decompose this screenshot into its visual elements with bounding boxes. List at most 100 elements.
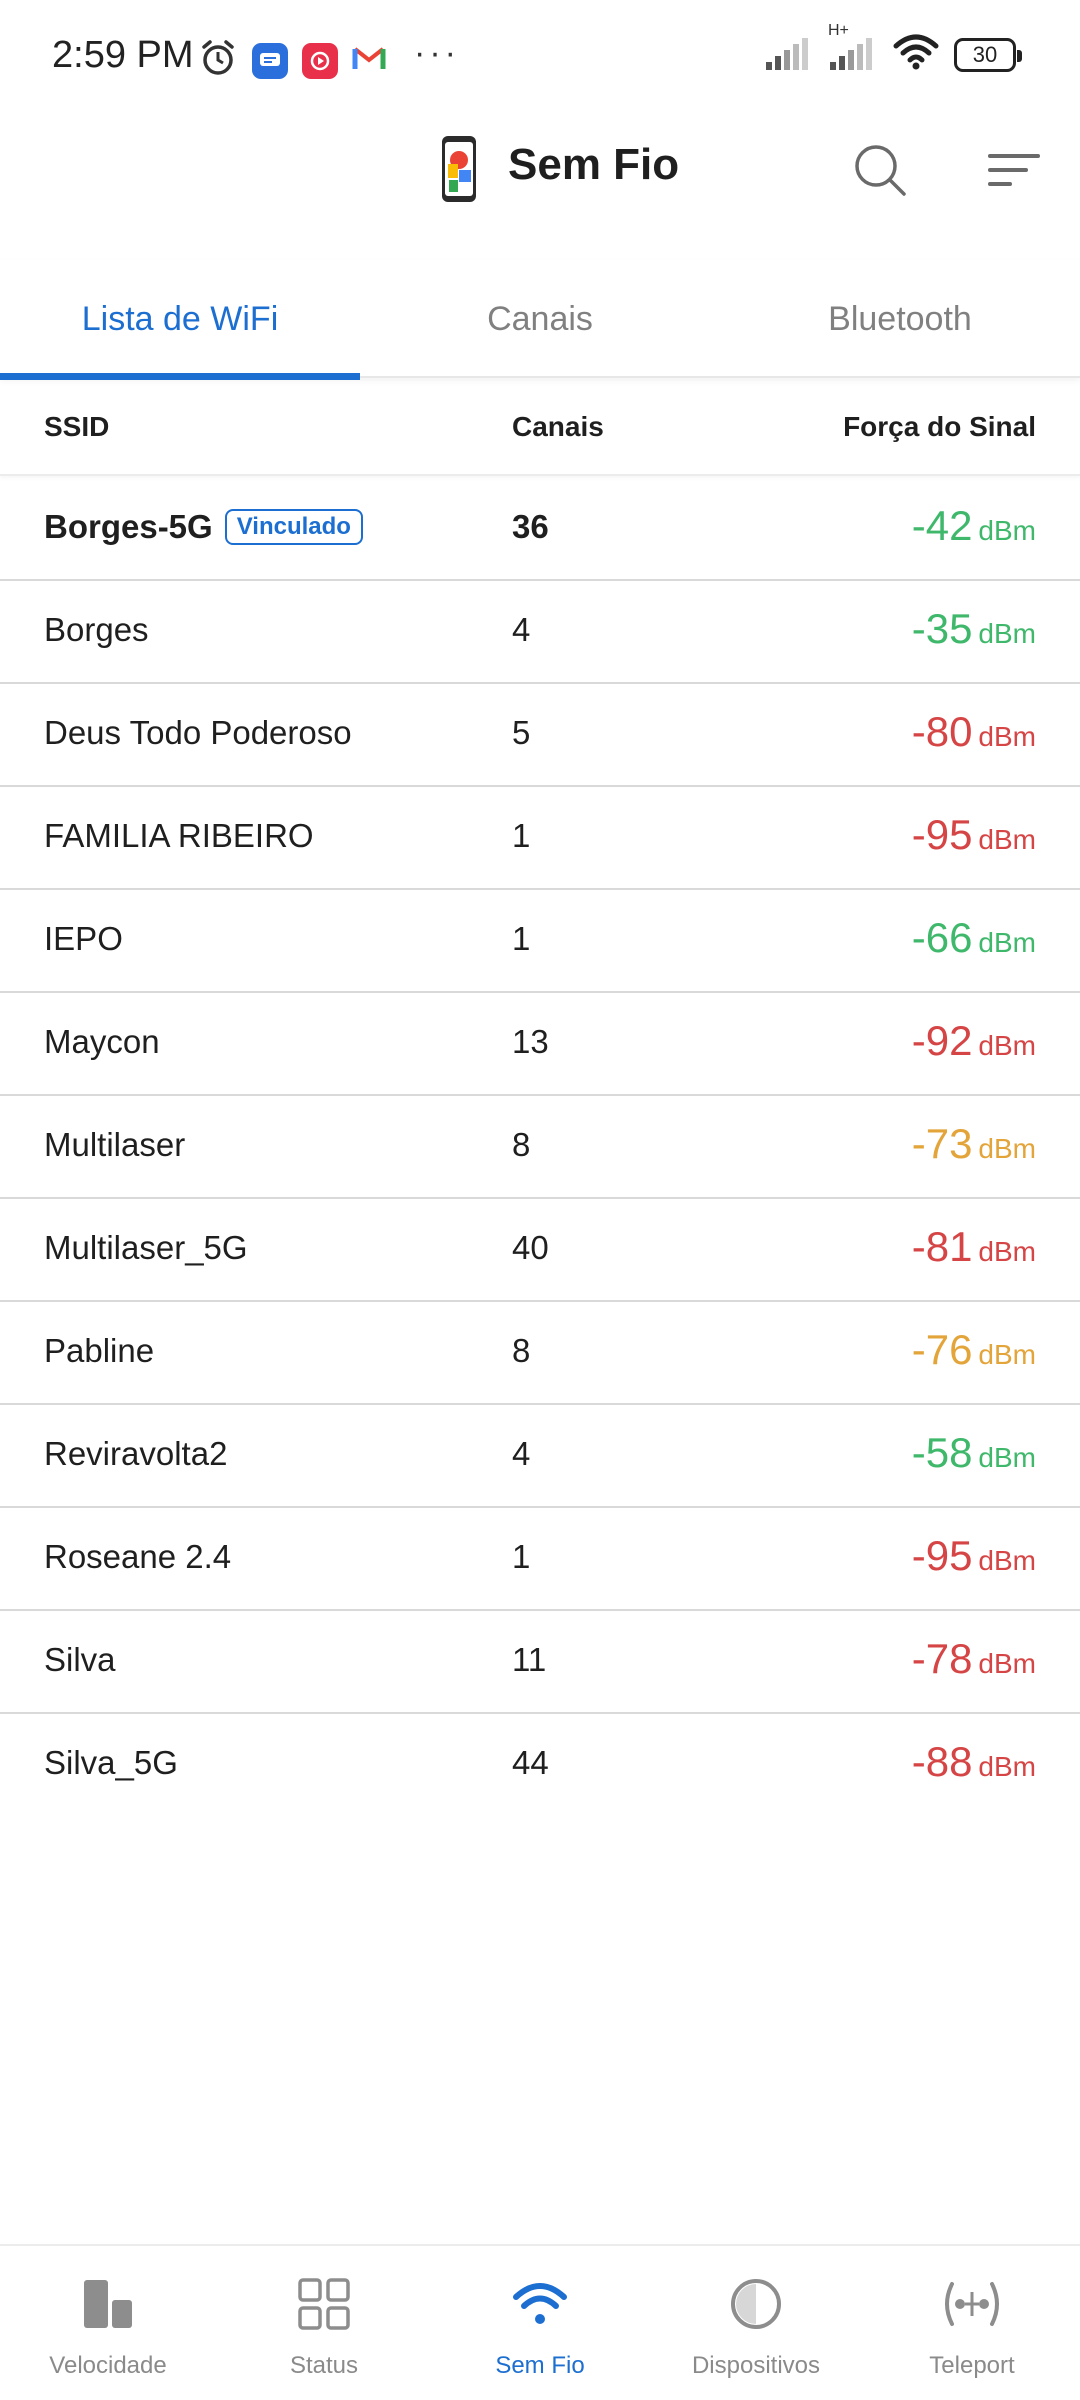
signal-icon: H+ <box>828 22 878 77</box>
table-row[interactable]: Maycon 13 -92 dBm <box>0 993 1080 1096</box>
signal-value: -95 <box>911 811 973 858</box>
signal-unit: dBm <box>978 824 1036 855</box>
channel-cell: 40 <box>512 1229 549 1266</box>
channel-cell: 8 <box>512 1332 531 1369</box>
table-row[interactable]: Pabline 8 -76 dBm <box>0 1302 1080 1405</box>
app-header: Sem Fio <box>0 110 1080 260</box>
tab-wifi-list[interactable]: Lista de WiFi <box>0 260 360 380</box>
channel-cell: 11 <box>512 1641 547 1678</box>
channel-cell: 36 <box>512 508 549 545</box>
ssid-name: Borges-5G <box>44 508 213 545</box>
signal-unit: dBm <box>978 927 1036 958</box>
signal-cell: -81 dBm <box>912 1223 1036 1271</box>
ssid-cell: FAMILIA RIBEIRO <box>44 817 314 854</box>
ssid-cell: Deus Todo Poderoso <box>44 714 352 751</box>
table-row[interactable]: Multilaser_5G 40 -81 dBm <box>0 1199 1080 1302</box>
signal-unit: dBm <box>978 1648 1036 1679</box>
gmail-icon <box>352 45 386 76</box>
ssid-cell: Multilaser_5G <box>44 1229 248 1266</box>
battery-icon: 30 <box>954 37 1022 72</box>
signal-cell: -58 dBm <box>912 1429 1036 1477</box>
nav-item-devices[interactable]: Dispositivos <box>648 2246 864 2400</box>
status-bar: 2:59 PM ··· H+ 30 <box>0 0 1080 110</box>
column-header-ssid[interactable]: SSID <box>44 411 110 442</box>
channel-cell: 4 <box>512 611 531 648</box>
table-row[interactable]: Reviravolta2 4 -58 dBm <box>0 1405 1080 1508</box>
signal-value: -78 <box>911 1635 973 1682</box>
signal-value: -42 <box>911 502 973 549</box>
alarm-icon <box>198 38 238 83</box>
nav-label: Dispositivos <box>691 2352 821 2379</box>
ssid-cell: Pabline <box>44 1332 155 1369</box>
tab-channels[interactable]: Canais <box>487 299 593 338</box>
ssid-cell: Roseane 2.4 <box>44 1538 232 1575</box>
sort-button[interactable] <box>984 148 1044 198</box>
ssid-cell: Silva_5G <box>44 1744 178 1781</box>
search-button[interactable] <box>850 140 910 200</box>
signal-value: -88 <box>911 1738 973 1785</box>
nav-label: Status <box>289 2352 359 2379</box>
ssid-cell: Borges <box>44 611 149 648</box>
ssid-cell: Silva <box>44 1641 116 1678</box>
signal-cell: -76 dBm <box>912 1326 1036 1374</box>
ssid-cell: Maycon <box>44 1023 160 1060</box>
signal-value: -95 <box>911 1532 973 1579</box>
table-row[interactable]: Silva_5G 44 -88 dBm <box>0 1714 1080 1817</box>
table-row[interactable]: Multilaser 8 -73 dBm <box>0 1096 1080 1199</box>
wifi-list: Borges-5G Vinculado 36 -42 dBm Borges 4 … <box>0 478 1080 1817</box>
table-row[interactable]: IEPO 1 -66 dBm <box>0 890 1080 993</box>
channel-cell: 13 <box>512 1023 549 1060</box>
signal-cell: -95 dBm <box>912 811 1036 859</box>
signal-value: -73 <box>911 1120 973 1167</box>
signal-unit: dBm <box>978 515 1036 546</box>
signal-cell: -95 dBm <box>912 1532 1036 1580</box>
battery-level: 30 <box>972 41 998 67</box>
nav-item-teleport[interactable]: Teleport <box>864 2246 1080 2400</box>
status-time: 2:59 PM <box>52 34 194 76</box>
page-title: Sem Fio <box>508 140 680 189</box>
signal-value: -35 <box>911 605 973 652</box>
column-header-signal[interactable]: Força do Sinal <box>843 411 1036 442</box>
signal-value: -66 <box>911 914 973 961</box>
ssid-cell: IEPO <box>44 920 123 957</box>
signal-unit: dBm <box>978 1030 1036 1061</box>
linked-badge: Vinculado <box>224 509 363 545</box>
nav-item-status[interactable]: Status <box>216 2246 432 2400</box>
signal-value: -58 <box>911 1429 973 1476</box>
signal-unit: dBm <box>978 1545 1036 1576</box>
channel-cell: 1 <box>512 1538 531 1575</box>
teleport-icon <box>942 2274 1002 2334</box>
signal-cell: -88 dBm <box>912 1738 1036 1786</box>
system-status-icons: H+ 30 <box>764 22 1022 77</box>
signal-value: -81 <box>911 1223 973 1270</box>
app-logo-icon <box>440 134 478 204</box>
nav-item-wireless[interactable]: Sem Fio <box>432 2246 648 2400</box>
tab-bar: Lista de WiFi Canais Bluetooth <box>0 260 1080 380</box>
notification-icons: ··· <box>198 34 460 83</box>
channel-cell: 8 <box>512 1126 531 1163</box>
table-row[interactable]: Roseane 2.4 1 -95 dBm <box>0 1508 1080 1611</box>
nav-item-speed[interactable]: Velocidade <box>0 2246 216 2400</box>
messages-icon <box>252 42 288 79</box>
signal-unit: dBm <box>978 1339 1036 1370</box>
tab-bluetooth[interactable]: Bluetooth <box>828 299 972 338</box>
bottom-navigation: Velocidade Status Sem Fio Dispositivos T… <box>0 2244 1080 2400</box>
ssid-cell: Reviravolta2 <box>44 1435 228 1472</box>
signal-unit: dBm <box>978 618 1036 649</box>
signal-cell: -73 dBm <box>912 1120 1036 1168</box>
table-row[interactable]: FAMILIA RIBEIRO 1 -95 dBm <box>0 787 1080 890</box>
table-row[interactable]: Silva 11 -78 dBm <box>0 1611 1080 1714</box>
signal-value: -76 <box>911 1326 973 1373</box>
globoplay-icon <box>302 42 338 79</box>
nav-label: Velocidade <box>49 2352 167 2379</box>
speed-bars-icon <box>78 2274 138 2334</box>
signal-unit: dBm <box>978 1442 1036 1473</box>
table-row[interactable]: Deus Todo Poderoso 5 -80 dBm <box>0 684 1080 787</box>
nav-label: Teleport <box>929 2352 1015 2379</box>
column-header-channel[interactable]: Canais <box>512 411 604 442</box>
wifi-icon <box>892 32 940 77</box>
table-row[interactable]: Borges 4 -35 dBm <box>0 581 1080 684</box>
table-row[interactable]: Borges-5G Vinculado 36 -42 dBm <box>0 478 1080 581</box>
signal-cell: -35 dBm <box>912 605 1036 653</box>
wifi-icon <box>510 2274 570 2334</box>
